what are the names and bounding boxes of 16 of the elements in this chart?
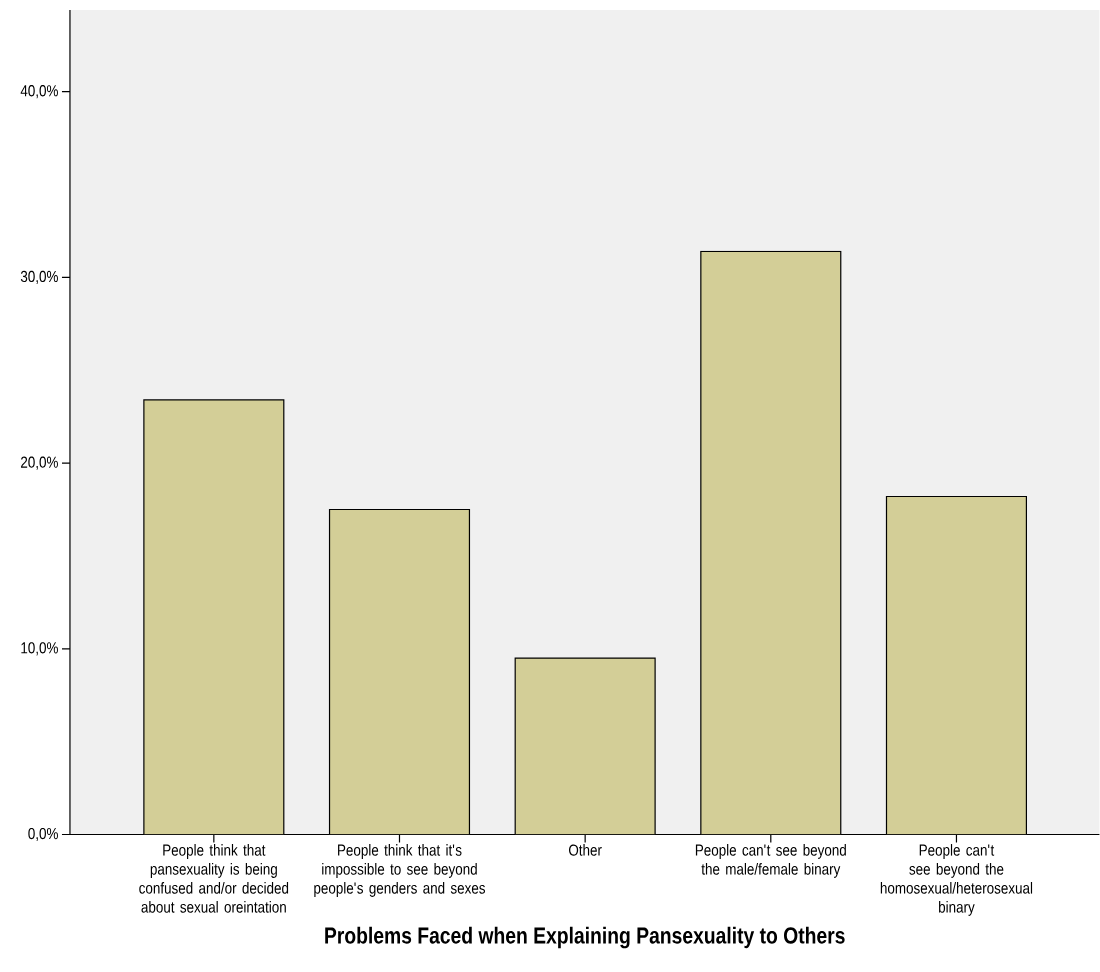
x-tick-label: People can't see beyond the male/female binary [695,843,846,878]
y-tick-label: 10,0% [21,641,58,656]
x-tick-label: Other [569,843,602,856]
x-axis-title: Problems Faced when Explaining Pansexuality to Others [325,926,845,949]
x-tick-label: People think that pansexuality is being confused and/or decided about sexual oreintation [139,843,289,913]
y-tick-label: 40,0% [20,84,58,99]
y-tick-label: 30,0% [20,270,58,284]
y-tick-label: 20,0% [21,456,58,470]
bar [515,657,656,835]
bar [143,399,284,835]
bar [329,509,470,835]
x-tick-label: People think that it's impossible to see beyond people's genders and sexes [314,843,486,897]
x-tick-label: People can't see beyond the homosexual/heterosexual binary [880,843,1033,916]
bar [885,495,1028,835]
bar [700,251,841,835]
y-tick-label: 0,0% [28,827,58,841]
